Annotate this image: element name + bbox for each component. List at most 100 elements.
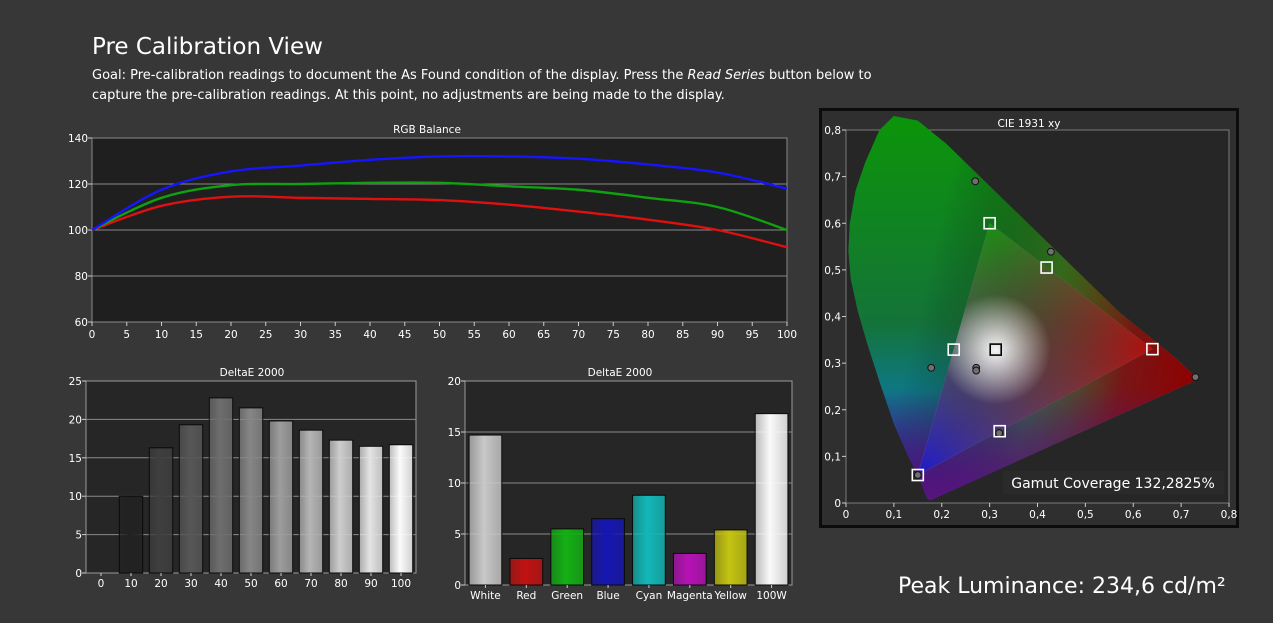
cie-x-tick: 0 [843,509,850,521]
color-y-tick: 10 [448,478,461,490]
color-category-label: Cyan [636,590,663,602]
goal-description: Goal: Pre-calibration readings to docume… [92,66,872,106]
grayscale-category-label: 100 [391,578,411,590]
color-bar [550,528,585,586]
cie-y-tick: 0,7 [824,172,841,184]
rgb-y-tick: 120 [68,179,88,191]
grayscale-category-label: 50 [244,578,257,590]
goal-text-end: button below to capture the pre-calibrat… [92,68,872,103]
cie-measured-point-red [1191,373,1200,382]
cie-title: CIE 1931 xy [998,118,1061,130]
rgb-y-tick: 140 [68,133,88,145]
grayscale-category-label: 80 [334,578,347,590]
grayscale-category-label: 40 [214,578,227,590]
grayscale-y-tick: 0 [75,568,82,580]
cie-y-tick: 0,6 [824,218,841,230]
cie-measured-point-yellow [1047,247,1055,256]
rgb-y-tick: 100 [68,225,88,237]
cie-measured-point-green [971,177,980,186]
gamut-coverage-label: Gamut Coverage 132,2825% [1011,476,1215,492]
cie-x-tick: 0,2 [933,509,950,521]
rgb-x-tick: 95 [746,329,759,341]
cie-y-tick: 0 [834,498,841,510]
color-category-label: White [470,590,501,602]
grayscale-category-label: 30 [184,578,197,590]
grayscale-category-label: 0 [98,578,105,590]
goal-read-series: Read Series [687,68,765,83]
cie-measured-point-magenta [995,429,1004,437]
cie-target-magenta [993,424,1006,438]
rgb-x-tick: 55 [468,329,481,341]
rgb-x-tick: 20 [224,329,237,341]
grayscale-category-label: 60 [274,578,287,590]
grayscale-y-tick: 10 [69,491,82,503]
cie-y-tick: 0,8 [824,125,841,137]
rgb-x-tick: 30 [294,329,307,341]
color-bar [754,413,789,586]
grayscale-y-tick: 5 [75,530,82,542]
color-bar [468,434,503,586]
cie-target-yellow [1040,261,1053,274]
rgb-x-tick: 80 [641,329,654,341]
color-category-label: Blue [596,590,619,602]
cie-measured-point-blue [913,471,922,479]
color-deltae-title: DeltaE 2000 [588,367,653,379]
grayscale-y-tick: 15 [69,453,82,465]
rgb-x-tick: 25 [259,329,272,341]
peak-luminance: Peak Luminance: 234,6 cd/m² [898,574,1226,599]
grayscale-y-tick: 25 [69,376,82,388]
cie-x-tick: 0,6 [1125,509,1142,521]
grayscale-y-tick: 20 [69,414,82,426]
grayscale-category-label: 90 [364,578,377,590]
rgb-x-tick: 45 [398,329,411,341]
rgb-x-tick: 0 [89,329,96,341]
cie-x-tick: 0,5 [1077,509,1094,521]
cie-x-tick: 0,8 [1221,509,1238,521]
cie-y-tick: 0,1 [824,451,841,463]
cie-target-white [989,343,1003,356]
rgb-series-line-1 [91,181,788,232]
rgb-balance-title: RGB Balance [393,124,461,136]
grayscale-category-label: 70 [304,578,317,590]
cie-measured-point-cyan [927,363,936,372]
color-bar [713,529,748,586]
rgb-x-tick: 15 [190,329,203,341]
page-title: Pre Calibration View [92,34,323,60]
rgb-y-tick: 80 [75,271,88,283]
color-category-label: Magenta [667,590,713,602]
rgb-x-tick: 65 [537,329,550,341]
cie-gamut-white [917,223,1153,476]
rgb-x-tick: 5 [123,329,130,341]
cie-x-tick: 0,7 [1173,509,1190,521]
cie-x-tick: 0,1 [886,509,903,521]
gamut-coverage-box [1003,471,1224,494]
color-bar [509,557,544,586]
color-y-tick: 20 [448,376,461,388]
color-y-tick: 5 [454,529,461,541]
cie-target-cyan [947,343,961,356]
cie-target-blue [911,468,925,482]
cie-y-tick: 0,4 [824,312,841,324]
cie-target-red [1146,342,1159,356]
goal-text-start: Goal: Pre-calibration readings to docume… [92,68,688,83]
rgb-x-tick: 40 [363,329,376,341]
color-y-tick: 0 [454,580,461,592]
rgb-x-tick: 90 [711,329,724,341]
cie-measured-point-white-2 [972,366,981,375]
color-bar [632,494,666,586]
rgb-x-tick: 10 [155,329,168,341]
rgb-series-line-2 [91,154,788,232]
color-category-label: Red [516,590,536,602]
color-category-label: Green [551,590,583,602]
rgb-series-line-0 [91,195,788,249]
cie-target-green [983,216,996,230]
cie-y-tick: 0,2 [824,405,841,417]
rgb-x-tick: 85 [676,329,689,341]
grayscale-deltae-title: DeltaE 2000 [220,367,285,379]
cie-y-tick: 0,5 [824,265,841,277]
rgb-x-tick: 70 [572,329,585,341]
